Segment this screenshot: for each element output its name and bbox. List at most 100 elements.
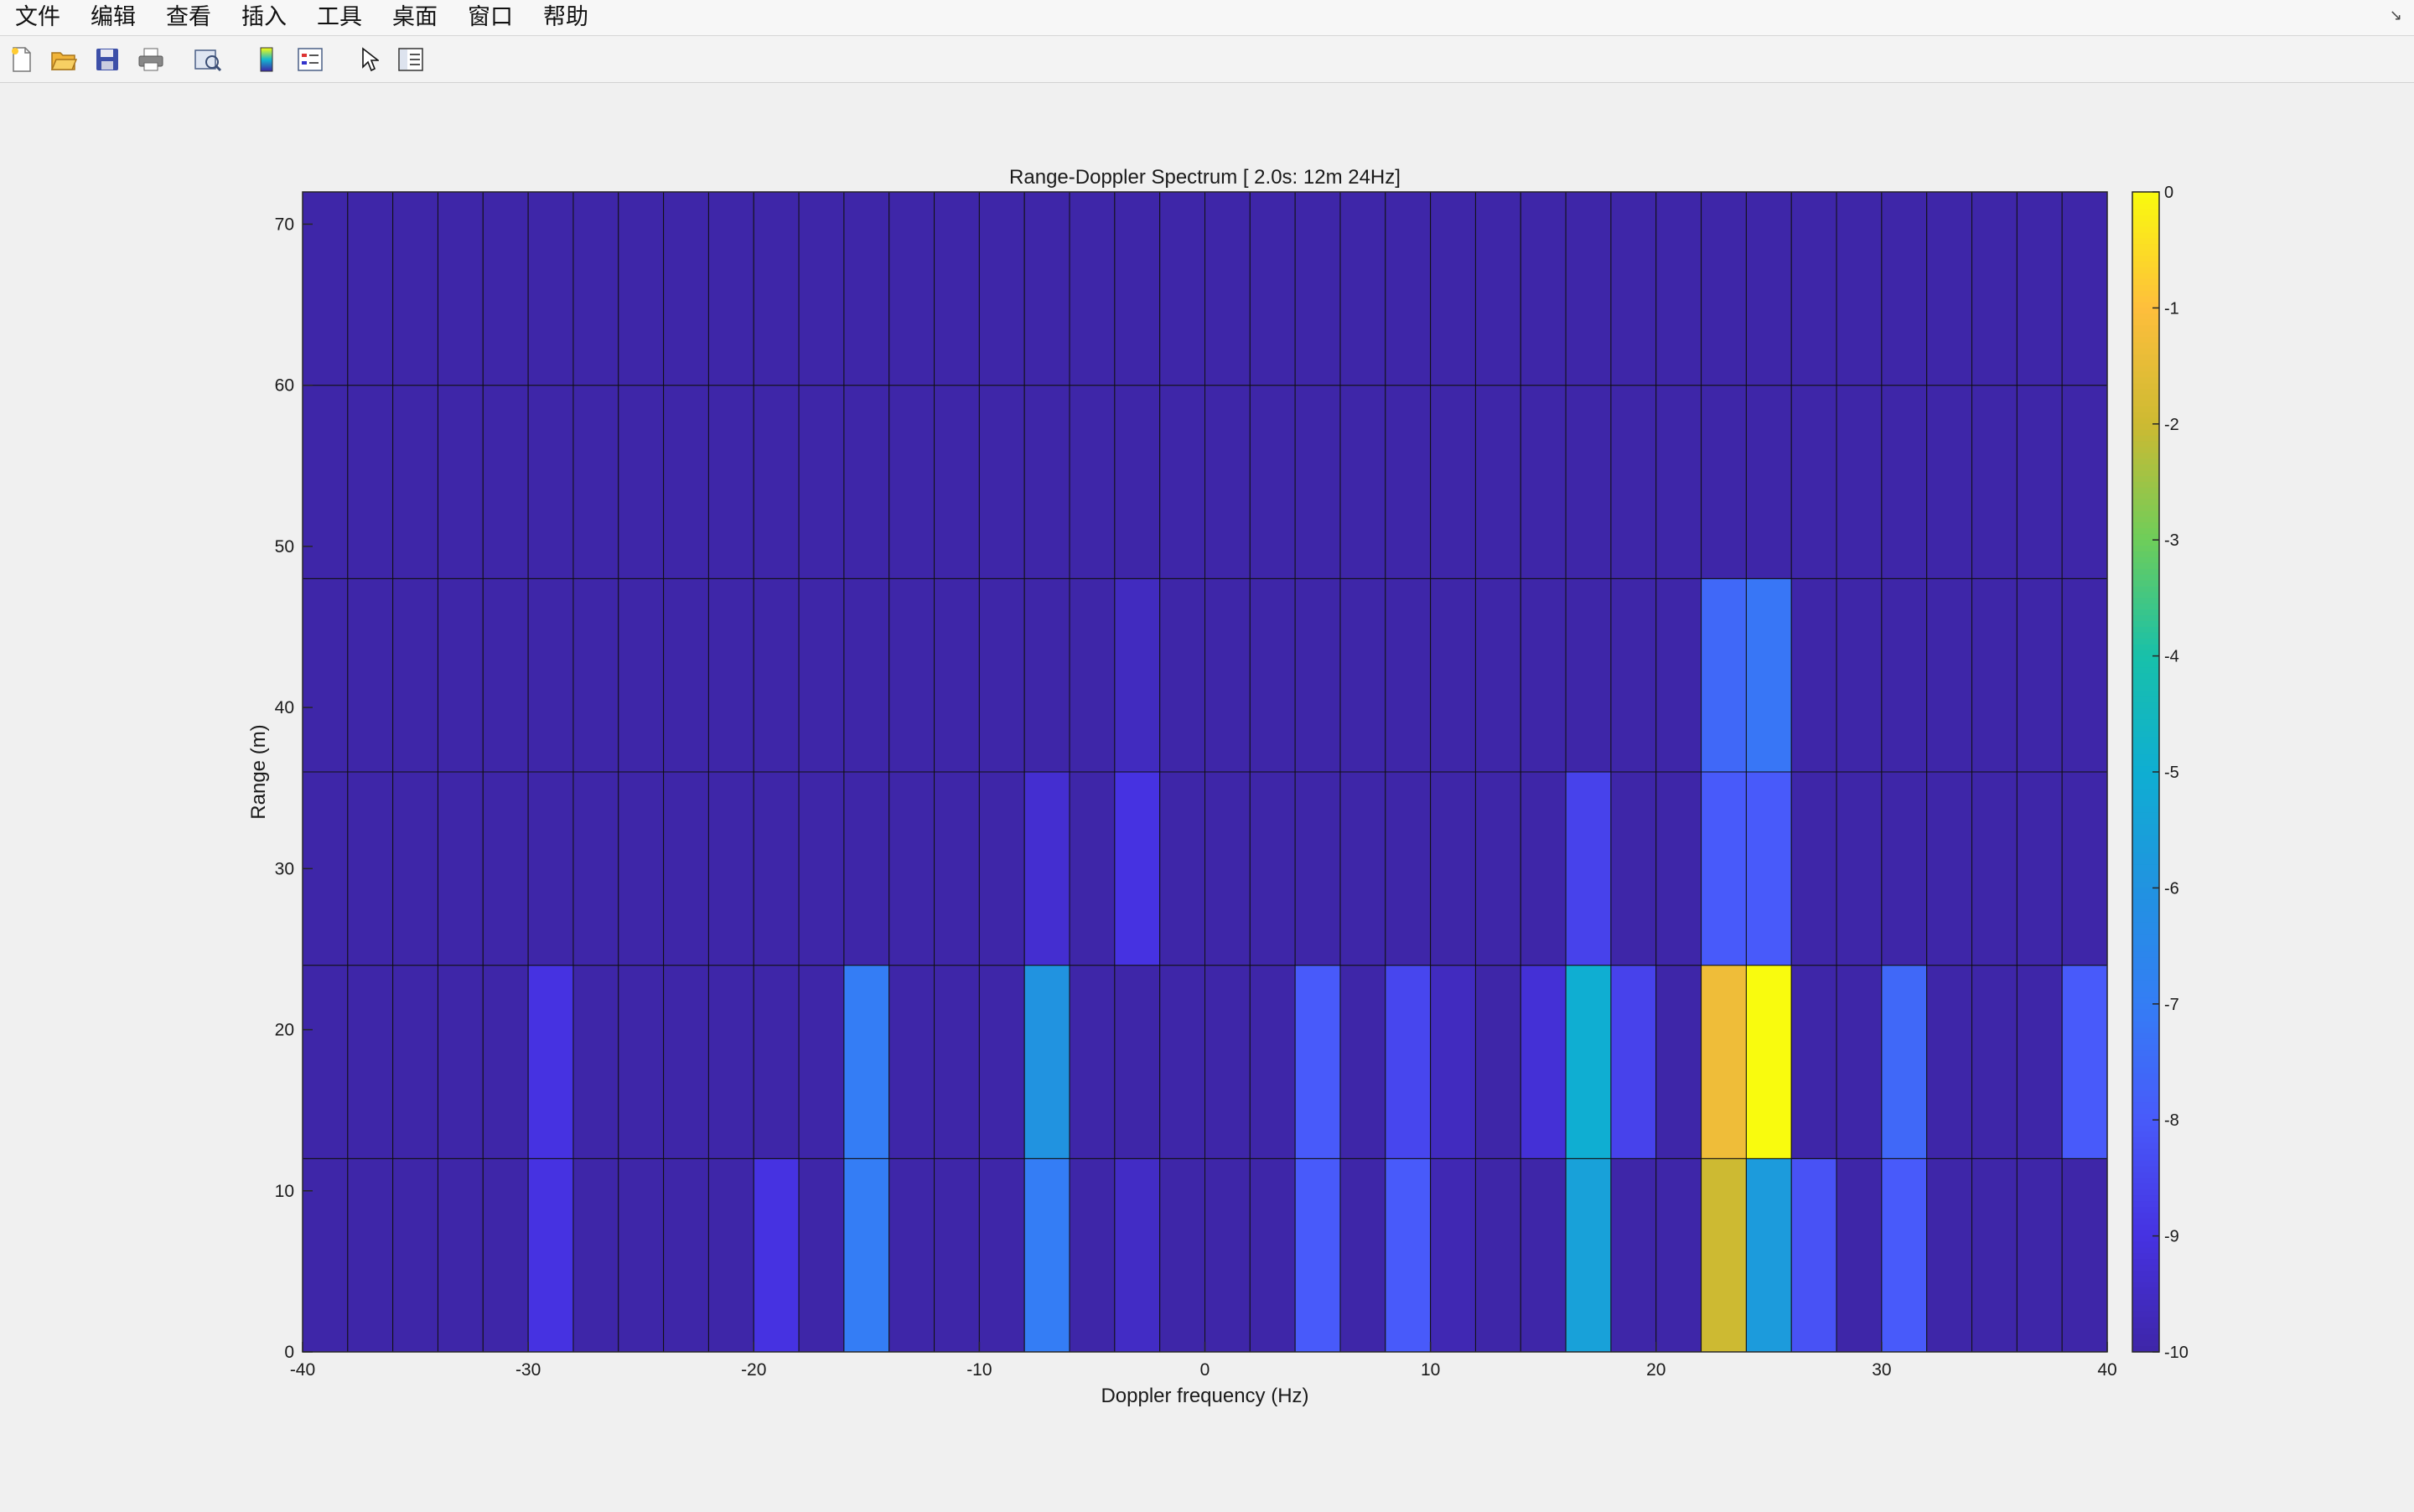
colorbar-segment [2132,1241,2159,1249]
heatmap-cell [934,191,980,386]
heatmap-cell [2061,965,2108,1159]
heatmap-cell [798,191,845,386]
colorbar-segment [2132,870,2159,878]
colorbar-segment [2132,945,2159,953]
heatmap-cell [934,771,980,966]
x-tick-label: -10 [966,1360,992,1380]
heatmap-cell [1249,191,1296,386]
menu-help[interactable]: 帮助 [543,4,588,30]
colorbar-segment [2132,441,2159,448]
undock-arrow-icon[interactable]: ↘ [2389,7,2402,24]
menu-desktop[interactable]: 桌面 [392,4,438,30]
colorbar-segment [2132,957,2159,964]
heatmap-cell [1971,771,2018,966]
y-axis-label: Range (m) [247,724,270,819]
insert-legend-icon[interactable] [295,44,325,75]
heatmap-cell [1701,1157,1747,1353]
heatmap-cell [1385,191,1432,386]
heatmap-cell [1745,577,1792,773]
save-icon[interactable] [92,44,122,75]
colorbar-segment [2132,1218,2159,1225]
open-file-icon[interactable] [49,44,79,75]
menu-insert[interactable]: 插入 [241,4,287,30]
heatmap-cell [1069,771,1116,966]
heatmap-cell [1926,385,1973,579]
colorbar-segment [2132,1334,2159,1341]
colorbar-segment [2132,389,2159,396]
colorbar-segment [2132,528,2159,535]
colorbar-segment [2132,638,2159,645]
heatmap-cell [663,385,709,579]
x-axis-label: Doppler frequency (Hz) [1101,1385,1308,1407]
edit-plot-arrow-icon[interactable] [354,44,384,75]
colorbar-segment [2132,423,2159,431]
heatmap-cell [1114,385,1161,579]
colorbar-segment [2132,836,2159,842]
colorbar-segment [2132,632,2159,639]
heatmap-cell [1069,577,1116,773]
menu-view[interactable]: 查看 [166,4,211,30]
colorbar-segment [2132,1137,2159,1144]
colorbar-segment [2132,1015,2159,1023]
colorbar[interactable]: 0 -1 -2 -3 -4 -5 -6 -7 -8 -9 -10 [2132,184,2189,1362]
colorbar-segment [2132,215,2159,222]
colorbar-segment [2132,928,2159,935]
heatmap-cell [1655,577,1702,773]
heatmap-cell [1565,1157,1612,1353]
heatmap-cell [1520,965,1567,1159]
heatmap-cell [1971,191,2018,386]
menu-window[interactable]: 窗口 [468,4,513,30]
heatmap-cell [1520,771,1567,966]
colorbar-segment [2132,882,2159,888]
heatmap-cell [572,965,619,1159]
heatmap-cell [347,191,394,386]
colorbar-segment [2132,754,2159,761]
colorbar-segment [2132,621,2159,628]
print-preview-icon[interactable] [193,44,223,75]
menu-tools[interactable]: 工具 [317,4,362,30]
colorbar-segment [2132,290,2159,298]
heatmap-cell [1836,577,1883,773]
heatmap-cell [347,385,394,579]
colorbar-segment [2132,1230,2159,1237]
heatmap-cell [1114,577,1161,773]
menu-edit[interactable]: 编辑 [91,4,136,30]
colorbar-segment [2132,847,2159,854]
colorbar-segment [2132,1033,2159,1039]
menu-file[interactable]: 文件 [15,4,60,30]
heatmap-cell [707,385,754,579]
new-figure-icon[interactable] [7,44,37,75]
colorbar-segment [2132,244,2159,251]
colorbar-segment [2132,702,2159,709]
property-inspector-icon[interactable] [396,44,426,75]
heatmap-cell [934,1157,980,1353]
heatmap-cell [843,1157,890,1353]
colorbar-segment [2132,650,2159,657]
heatmap-cell [707,577,754,773]
heatmap-cell [1971,1157,2018,1353]
figure-toolbar [0,36,2414,83]
heatmap-cell [1204,965,1251,1159]
heatmap-cell [2016,385,2063,579]
heatmap-cell [1881,771,1928,966]
heatmap-cell [934,385,980,579]
colorbar-segment [2132,719,2159,727]
heatmap-cell [1339,191,1386,386]
heatmap-cell [1881,385,1928,579]
heatmap-cell [753,1157,800,1353]
insert-colorbar-icon[interactable] [251,44,282,75]
heatmap-cell [1926,965,1973,1159]
heatmap-cell [1790,1157,1837,1353]
heatmap-cell [1069,1157,1116,1353]
colorbar-segment [2132,1311,2159,1318]
heatmap-cell [302,385,349,579]
colorbar-segment [2132,981,2159,987]
heatmap-cell [1159,771,1206,966]
colorbar-segment [2132,760,2159,767]
heatmap-cell [707,191,754,386]
colorbar-segment [2132,487,2159,495]
print-icon[interactable] [136,44,166,75]
colorbar-segment [2132,256,2159,262]
colorbar-segment [2132,1021,2159,1028]
colorbar-segment [2132,667,2159,674]
